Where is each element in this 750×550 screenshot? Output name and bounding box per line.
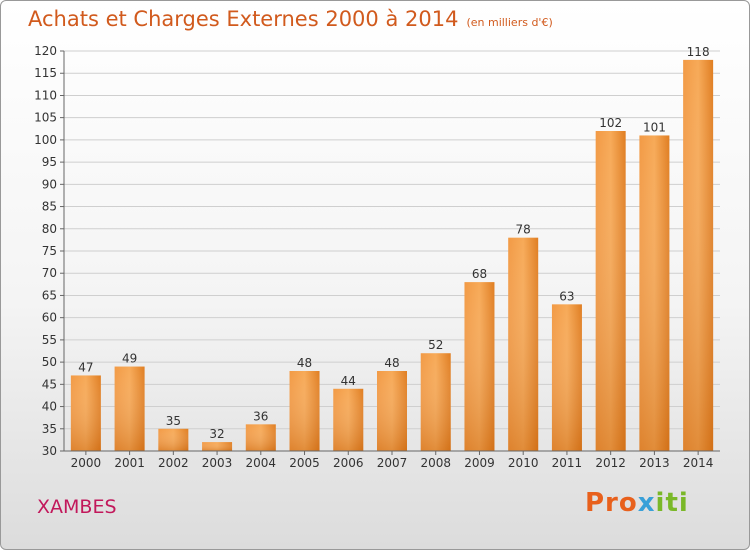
data-label-2012: 102: [599, 116, 622, 130]
bar-shade-2009: [464, 282, 495, 451]
data-label-2006: 44: [341, 374, 356, 388]
bar-shade-2010: [508, 237, 539, 451]
bar-shade-2013: [639, 135, 670, 451]
x-tick-label: 2003: [202, 456, 233, 470]
y-tick-label: 110: [34, 88, 57, 102]
data-label-2013: 101: [643, 120, 666, 134]
x-tick-label: 2011: [552, 456, 583, 470]
data-label-2003: 32: [209, 427, 224, 441]
y-tick-label: 35: [42, 422, 57, 436]
y-tick-label: 30: [42, 444, 57, 458]
x-tick-label: 2001: [114, 456, 145, 470]
bar-shade-2006: [333, 388, 364, 451]
chart-subtitle: (en milliers d'€): [466, 16, 553, 29]
x-axis-ticks: 2000 2001 2002 2003 2004 2005 2006 2007 2008 2009…: [64, 450, 720, 470]
x-tick-label: 2013: [639, 456, 670, 470]
x-tick-label: 2000: [71, 456, 102, 470]
x-tick-label: 2008: [420, 456, 451, 470]
data-label-2010: 78: [516, 223, 531, 237]
proxiti-logo: Proxiti: [585, 488, 689, 518]
data-label-2011: 63: [559, 289, 574, 303]
data-label-2007: 48: [384, 356, 399, 370]
y-tick-label: 50: [42, 355, 57, 369]
data-label-2000: 47: [78, 360, 93, 374]
y-tick-label: 40: [42, 400, 57, 414]
data-label-2009: 68: [472, 267, 487, 281]
bar-shade-2000: [70, 375, 101, 451]
bar-shade-2003: [202, 442, 233, 451]
x-tick-label: 2002: [158, 456, 189, 470]
bar-shade-2005: [289, 371, 320, 451]
y-tick-label: 120: [34, 44, 57, 58]
bar-shade-2008: [420, 353, 451, 451]
x-tick-label: 2009: [464, 456, 495, 470]
bar-shade-2012: [595, 131, 626, 451]
x-tick-label: 2012: [595, 456, 626, 470]
bar-shade-2004: [245, 424, 276, 451]
data-label-2004: 36: [253, 409, 268, 423]
y-tick-label: 85: [42, 200, 57, 214]
data-label-2001: 49: [122, 352, 137, 366]
y-tick-label: 65: [42, 288, 57, 302]
place-name: XAMBES: [37, 496, 117, 518]
x-tick-label: 2006: [333, 456, 364, 470]
x-tick-label: 2005: [289, 456, 320, 470]
y-tick-label: 95: [42, 155, 57, 169]
y-tick-label: 80: [42, 222, 57, 236]
data-label-2014: 118: [687, 45, 710, 59]
y-tick-label: 90: [42, 177, 57, 191]
bar-shade-2007: [377, 371, 407, 451]
y-axis-ticks: 30 35 40 45 50 55 60 65 70 75 80 85 90 95 100 105 110 115…: [34, 44, 65, 458]
data-label-2005: 48: [297, 356, 312, 370]
bar-shade-2011: [551, 304, 582, 451]
bar-shade-2002: [158, 428, 189, 451]
bar-shade-2014: [683, 59, 714, 452]
chart-title: Achats et Charges Externes 2000 à 2014 (e…: [28, 7, 553, 31]
y-tick-label: 115: [34, 66, 57, 80]
y-tick-label: 100: [34, 133, 57, 147]
y-tick-label: 60: [42, 311, 57, 325]
data-label-2008: 52: [428, 338, 443, 352]
y-tick-label: 105: [34, 111, 57, 125]
bars: 47 49 35 32 36 48 44 48 52 68 78 63 102 101 118: [70, 45, 714, 452]
y-tick-label: 75: [42, 244, 57, 258]
y-tick-label: 55: [42, 333, 57, 347]
x-tick-label: 2014: [683, 456, 714, 470]
x-tick-label: 2007: [377, 456, 408, 470]
bar-shade-2001: [114, 366, 145, 451]
data-label-2002: 35: [166, 414, 181, 428]
y-tick-label: 70: [42, 266, 57, 280]
y-tick-label: 45: [42, 377, 57, 391]
x-tick-label: 2004: [246, 456, 277, 470]
x-tick-label: 2010: [508, 456, 539, 470]
